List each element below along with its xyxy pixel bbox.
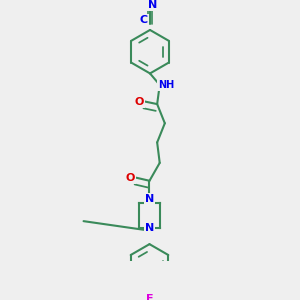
Text: C: C xyxy=(140,15,148,25)
Text: O: O xyxy=(126,173,135,183)
Text: F: F xyxy=(146,294,153,300)
Text: O: O xyxy=(135,97,144,106)
Text: N: N xyxy=(145,194,154,204)
Text: NH: NH xyxy=(158,80,174,90)
Text: N: N xyxy=(145,223,154,232)
Text: N: N xyxy=(148,0,157,10)
